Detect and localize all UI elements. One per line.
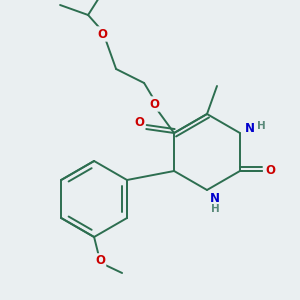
Text: O: O <box>97 28 107 40</box>
Text: O: O <box>95 254 105 268</box>
Text: O: O <box>134 116 144 130</box>
Text: O: O <box>265 164 275 178</box>
Text: H: H <box>256 121 265 131</box>
Text: O: O <box>149 98 159 110</box>
Text: N: N <box>210 191 220 205</box>
Text: H: H <box>211 204 219 214</box>
Text: N: N <box>245 122 255 136</box>
